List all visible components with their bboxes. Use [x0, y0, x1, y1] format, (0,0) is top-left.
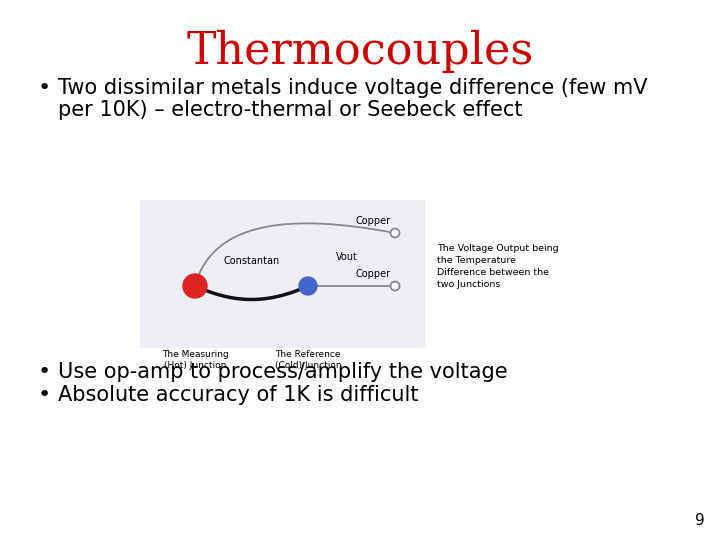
Text: Use op-amp to process/amplify the voltage: Use op-amp to process/amplify the voltag…	[58, 362, 508, 382]
Text: The Measuring
(Hot) Junction: The Measuring (Hot) Junction	[161, 350, 228, 370]
Text: Constantan: Constantan	[223, 256, 279, 266]
Text: 9: 9	[696, 513, 705, 528]
Text: •: •	[38, 362, 51, 382]
Text: Copper: Copper	[356, 216, 391, 226]
Text: The Voltage Output being
the Temperature
Difference between the
two Junctions: The Voltage Output being the Temperature…	[437, 245, 559, 289]
Text: The Reference
(Cold) Junction: The Reference (Cold) Junction	[275, 350, 341, 370]
Text: Copper: Copper	[356, 269, 391, 279]
Circle shape	[299, 277, 317, 295]
Text: Absolute accuracy of 1K is difficult: Absolute accuracy of 1K is difficult	[58, 385, 418, 405]
Bar	[140, 200, 425, 348]
Text: Two dissimilar metals induce voltage difference (few mV: Two dissimilar metals induce voltage dif…	[58, 78, 647, 98]
Text: •: •	[38, 78, 51, 98]
Text: •: •	[38, 385, 51, 405]
Circle shape	[390, 281, 400, 291]
Text: Vout: Vout	[336, 253, 358, 262]
Circle shape	[390, 228, 400, 238]
Text: Thermocouples: Thermocouples	[186, 30, 534, 73]
Circle shape	[183, 274, 207, 298]
Text: per 10K) – electro-thermal or Seebeck effect: per 10K) – electro-thermal or Seebeck ef…	[58, 100, 523, 120]
